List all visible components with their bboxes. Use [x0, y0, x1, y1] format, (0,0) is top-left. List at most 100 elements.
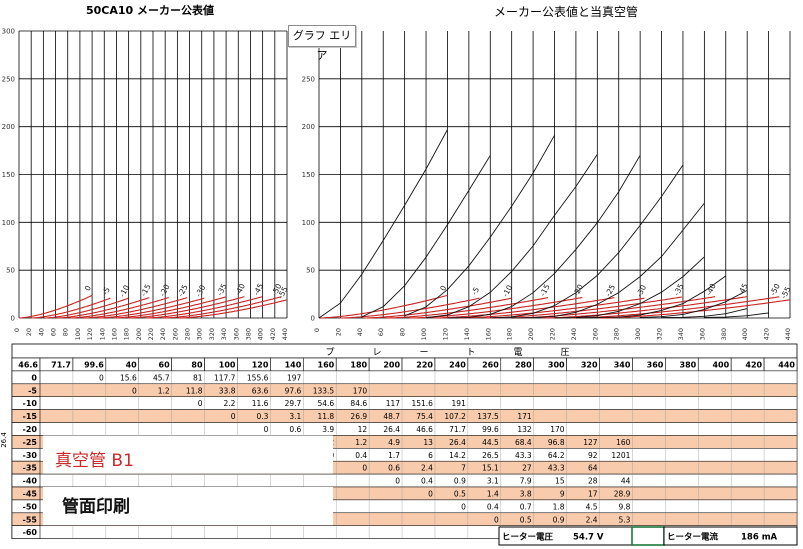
data-cell: 11.6: [252, 399, 269, 408]
grid-voltage-cell: -5: [28, 386, 37, 395]
curve-label: -5: [470, 285, 482, 296]
header-cell-text: 280: [515, 361, 532, 370]
data-cell: 1.2: [158, 386, 170, 395]
x-tick-label: 140: [98, 328, 106, 340]
black-curve: [640, 290, 748, 318]
header-cell-text: 220: [416, 361, 433, 370]
data-cell: 107.2: [444, 412, 466, 421]
red-curve: [70, 296, 169, 319]
data-cell: 43.3: [515, 451, 532, 460]
data-cell: 0.6: [289, 425, 301, 434]
red-curve: [19, 294, 93, 319]
chart-area-button[interactable]: グラフ エリア: [288, 25, 356, 62]
data-cell: 4.9: [388, 438, 400, 447]
data-cell: 13: [423, 438, 433, 447]
data-cell: 191: [452, 399, 467, 408]
data-cell: 17: [588, 490, 598, 499]
x-tick-label: 260: [171, 328, 179, 340]
x-tick-label: 0: [13, 328, 21, 332]
header-cell-text: 100: [219, 361, 236, 370]
data-cell: 75.4: [416, 412, 433, 421]
red-curve: [178, 299, 288, 319]
curve-label: -40: [704, 282, 718, 297]
red-curve: [56, 297, 150, 319]
data-cell: 3.8: [520, 490, 532, 499]
data-cell: 1.8: [553, 502, 565, 511]
curve-label: -35: [672, 282, 686, 297]
data-cell: 0: [428, 490, 433, 499]
curve-label: -30: [634, 283, 648, 298]
curve-label: -40: [233, 282, 247, 297]
x-tick-label: 380: [244, 328, 252, 340]
curve-label: -25: [603, 283, 617, 298]
data-cell: 117: [386, 399, 401, 408]
tube-label: 真空管 B1: [55, 451, 134, 471]
data-cell: 14.2: [449, 451, 466, 460]
x-tick-label: 240: [159, 328, 167, 340]
data-cell: 5.3: [618, 515, 630, 524]
data-cell: 117.7: [214, 373, 236, 382]
data-cell: 1201: [611, 451, 630, 460]
heater-current-box: [663, 526, 798, 546]
curve-label: -5: [100, 285, 112, 296]
data-cell: 1.2: [355, 438, 367, 447]
table-row: [11, 473, 798, 488]
data-cell: 137.5: [477, 412, 499, 421]
black-curve: [404, 135, 555, 317]
data-cell: 2.4: [421, 464, 433, 473]
x-tick-label: 420: [763, 328, 771, 340]
data-cell: 132: [517, 425, 532, 434]
x-tick-label: 180: [506, 328, 514, 340]
x-tick-label: 160: [110, 328, 118, 340]
grid-voltage-cell: -35: [23, 464, 38, 473]
curve-label: -30: [194, 283, 208, 298]
data-cell: 28.9: [614, 490, 631, 499]
data-cell: 170: [353, 386, 368, 395]
data-cell: 0.4: [421, 477, 433, 486]
x-tick-label: 440: [784, 328, 792, 340]
table-row: [11, 383, 798, 397]
x-tick-label: 340: [677, 328, 685, 340]
heater-voltage-value: 54.7 V: [573, 533, 604, 543]
red-curve: [83, 297, 188, 319]
print-label-panel: [43, 487, 333, 526]
red-curve: [340, 297, 480, 319]
x-tick-label: 380: [720, 328, 728, 340]
red-curve: [145, 296, 263, 319]
curve-label: 0: [438, 284, 448, 293]
header-cell-text: 300: [548, 361, 565, 370]
right-chart-title: メーカー公表値と当真空管: [494, 4, 638, 19]
curve-label: -25: [176, 283, 190, 298]
black-curve: [425, 154, 598, 319]
grid-voltage-cell: -10: [23, 399, 38, 408]
red-curve: [432, 297, 615, 319]
header-cell-text: 440: [778, 361, 795, 370]
grid-voltage-cell: -25: [23, 438, 38, 447]
curve-label: -35: [215, 282, 229, 297]
black-curve: [447, 155, 641, 319]
red-curve: [385, 297, 549, 319]
x-tick-label: 400: [741, 328, 749, 340]
print-label: 管面印刷: [62, 497, 130, 517]
header-cell-text: 420: [745, 361, 762, 370]
y-tick-label: 150: [302, 171, 315, 179]
data-cell: 6: [428, 451, 433, 460]
y-tick-label: 0: [11, 315, 15, 323]
right-chart: 0 20 40 60 80 100 120 140 160 180 200 220 240 260 280 3…: [302, 31, 793, 340]
y-tick-label: 50: [6, 267, 15, 275]
red-curve: [484, 296, 682, 319]
x-tick-label: 280: [184, 328, 192, 340]
data-cell: 84.6: [350, 399, 367, 408]
table-row: [11, 396, 798, 410]
data-cell: 26.4: [449, 438, 466, 447]
data-cell: 29.7: [285, 399, 302, 408]
x-tick-label: 80: [62, 328, 70, 336]
header-cell-text: 240: [449, 361, 466, 370]
curve-label: -20: [571, 283, 585, 298]
grid-voltage-cell: -30: [23, 451, 38, 460]
x-tick-label: 20: [334, 328, 342, 336]
plate-voltage-header-glyph: 圧: [560, 347, 569, 358]
left-chart-title: 50CA10 メーカー公表値: [86, 3, 214, 17]
data-cell: 26.4: [383, 425, 400, 434]
